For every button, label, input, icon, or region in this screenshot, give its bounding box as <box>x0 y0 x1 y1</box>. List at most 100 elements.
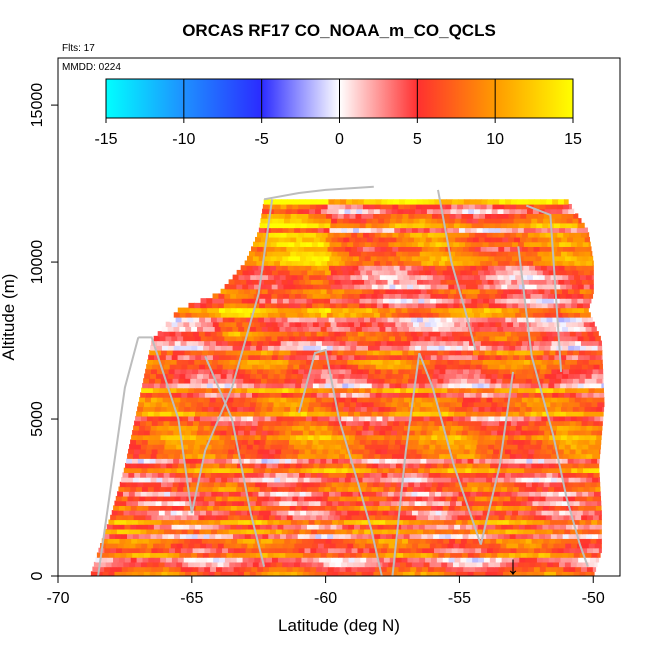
heatmap-cell <box>571 335 579 342</box>
heatmap-cell <box>199 364 206 370</box>
heatmap-cell <box>260 538 268 544</box>
heatmap-cell <box>394 543 401 549</box>
heatmap-cell <box>253 543 260 549</box>
heatmap-cell <box>162 340 170 346</box>
heatmap-cell <box>519 406 527 412</box>
heatmap-cell <box>330 298 337 304</box>
heatmap-cell <box>372 505 379 511</box>
heatmap-cell <box>585 288 593 295</box>
heatmap-cell <box>203 453 211 459</box>
heatmap-cell <box>383 321 391 328</box>
heatmap-cell <box>380 453 387 459</box>
heatmap-cell <box>110 514 117 521</box>
heatmap-cell <box>485 401 492 408</box>
heatmap-cell <box>595 354 603 360</box>
heatmap-cell <box>443 349 451 356</box>
heatmap-cell <box>341 467 349 473</box>
heatmap-cell <box>568 345 575 351</box>
heatmap-cell <box>538 458 545 464</box>
heatmap-cell <box>519 378 527 384</box>
heatmap-cell <box>497 571 504 576</box>
heatmap-cell <box>557 514 565 521</box>
heatmap-cell <box>267 312 275 318</box>
heatmap-cell <box>301 557 308 563</box>
heatmap-cell <box>267 274 275 280</box>
heatmap-cell <box>540 364 548 370</box>
heatmap-cell <box>379 312 387 318</box>
heatmap-cell <box>450 500 457 506</box>
heatmap-cell <box>301 354 308 360</box>
heatmap-cell <box>205 528 212 535</box>
heatmap-cell <box>371 284 379 290</box>
heatmap-cell <box>476 415 484 422</box>
heatmap-cell <box>479 519 486 525</box>
heatmap-cell <box>159 354 167 360</box>
heatmap-cell <box>414 401 422 408</box>
heatmap-cell <box>341 302 349 309</box>
heatmap-cell <box>557 397 564 403</box>
heatmap-cell <box>281 528 289 535</box>
heatmap-cell <box>250 477 258 483</box>
heatmap-cell <box>223 415 230 422</box>
heatmap-cell <box>448 284 455 290</box>
heatmap-cell <box>587 547 594 554</box>
heatmap-cell <box>293 279 300 285</box>
heatmap-cell <box>183 524 190 530</box>
heatmap-cell <box>447 444 454 450</box>
heatmap-cell <box>497 477 505 483</box>
heatmap-cell <box>192 397 199 403</box>
heatmap-cell <box>318 321 326 328</box>
heatmap-cell <box>279 373 287 379</box>
heatmap-cell <box>422 317 430 323</box>
heatmap-cell <box>247 486 255 492</box>
heatmap-cell <box>461 378 468 384</box>
heatmap-cell <box>593 331 599 337</box>
heatmap-cell <box>450 477 458 483</box>
heatmap-cell <box>226 401 233 408</box>
heatmap-cell <box>210 317 218 323</box>
heatmap-cell <box>445 368 452 375</box>
heatmap-cell <box>510 397 517 403</box>
heatmap-cell <box>139 397 146 403</box>
heatmap-cell <box>351 420 359 426</box>
heatmap-cell <box>324 298 331 304</box>
heatmap-cell <box>522 364 530 370</box>
heatmap-cell <box>198 368 205 375</box>
heatmap-cell <box>171 335 178 342</box>
heatmap-cell <box>400 359 407 365</box>
heatmap-cell <box>489 307 497 313</box>
heatmap-cell <box>340 448 347 455</box>
heatmap-cell <box>515 477 523 483</box>
heatmap-cell <box>261 571 269 576</box>
heatmap-cell <box>240 279 247 285</box>
heatmap-cell <box>259 382 267 389</box>
heatmap-cell <box>314 401 322 408</box>
heatmap-cell <box>542 293 549 299</box>
heatmap-cell <box>238 430 245 436</box>
heatmap-cell <box>344 288 351 295</box>
heatmap-cell <box>212 321 220 328</box>
heatmap-cell <box>331 538 338 544</box>
heatmap-cell <box>227 453 234 459</box>
heatmap-cell <box>129 467 137 473</box>
heatmap-cell <box>289 411 296 417</box>
heatmap-cell <box>542 524 549 530</box>
heatmap-cell <box>430 354 438 360</box>
heatmap-cell <box>295 505 303 511</box>
heatmap-cell <box>392 453 399 459</box>
heatmap-cell <box>136 557 144 563</box>
heatmap-cell <box>268 340 276 346</box>
heatmap-cell <box>364 528 371 535</box>
heatmap-cell <box>483 293 490 299</box>
heatmap-cell <box>197 326 204 332</box>
heatmap-cell <box>540 331 547 337</box>
heatmap-cell <box>204 547 211 554</box>
heatmap-cell <box>134 444 142 450</box>
heatmap-cell <box>477 439 484 445</box>
heatmap-cell <box>429 444 436 450</box>
heatmap-cell <box>522 566 529 572</box>
heatmap-cell <box>494 387 501 393</box>
heatmap-cell <box>572 406 580 412</box>
heatmap-cell <box>591 519 598 525</box>
heatmap-cell <box>501 524 508 530</box>
